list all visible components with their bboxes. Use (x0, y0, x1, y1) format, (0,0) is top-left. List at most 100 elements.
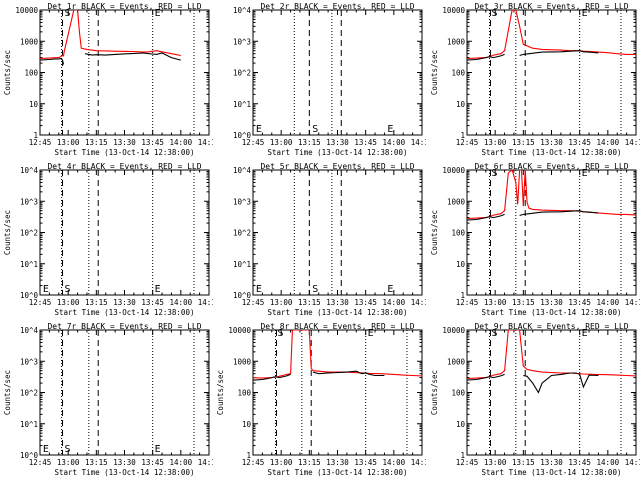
y-tick-label: 10^0 (233, 291, 252, 300)
x-tick-label: 13:45 (354, 458, 377, 467)
marker-s: S (64, 284, 70, 295)
series-events (40, 52, 181, 65)
x-axis-label: Start Time (13-Oct-14 12:38:00) (268, 468, 408, 477)
y-tick-label: 10^4 (233, 166, 252, 175)
x-axis-label: Start Time (13-Oct-14 12:38:00) (268, 148, 408, 157)
x-tick-label: 13:30 (540, 298, 563, 307)
x-tick-label: 14:15 (411, 458, 426, 467)
y-tick-label: 100 (24, 69, 38, 78)
chart-det2r: Det 2r BLACK = Events, RED = LLD 10^0 10^1… (233, 2, 426, 157)
x-axis-label: Start Time (13-Oct-14 12:38:00) (55, 468, 195, 477)
series-events (467, 210, 599, 221)
series-events (467, 50, 599, 61)
marker-e: E (256, 124, 262, 135)
y-tick-label: 10^4 (233, 6, 252, 15)
chart-title: Det 9r BLACK = Events, RED = LLD (474, 322, 628, 331)
chart-title: Det 2r BLACK = Events, RED = LLD (260, 2, 414, 11)
chart-title: Det 1r BLACK = Events, RED = LLD (47, 2, 201, 11)
y-tick-label: 10^0 (233, 131, 252, 140)
plot-frame (466, 169, 637, 296)
marker-s: S (491, 328, 497, 339)
marker-e: E (155, 444, 161, 455)
x-tick-label: 13:15 (85, 138, 108, 147)
y-tick-label: 10^2 (233, 69, 251, 78)
plot-frame (466, 9, 637, 136)
panel-det9r: Det 9r BLACK = Events, RED = LLD 1 10 100 10… (427, 320, 640, 480)
x-tick-label: 14:15 (198, 458, 213, 467)
x-tick-label: 13:45 (141, 138, 164, 147)
x-tick-label: 14:00 (383, 458, 406, 467)
plot-frame (39, 329, 210, 456)
x-tick-label: 13:45 (141, 298, 164, 307)
y-tick-label: 10^1 (233, 260, 251, 269)
marker-e: E (387, 284, 393, 295)
x-tick-label: 13:15 (512, 138, 535, 147)
y-tick-label: 10^2 (233, 229, 251, 238)
chart-title: Det 3r BLACK = Events, RED = LLD (474, 2, 628, 11)
series-events (253, 370, 385, 381)
y-axis-label: Counts/sec (3, 50, 12, 95)
x-tick-label: 13:30 (326, 298, 349, 307)
y-tick-label: 1000 (447, 197, 466, 206)
y-tick-label: 100 (451, 389, 465, 398)
y-axis-label: Counts/sec (216, 370, 225, 415)
x-tick-label: 14:15 (625, 458, 640, 467)
x-tick-label: 13:30 (540, 458, 563, 467)
series-lld (467, 330, 636, 380)
panel-det8r: Det 8r BLACK = Events, RED = LLD 1 10 100 10… (213, 320, 426, 480)
marker-e: E (43, 444, 49, 455)
x-tick-label: 14:00 (597, 458, 620, 467)
x-tick-label: 12:45 (29, 298, 52, 307)
x-tick-label: 13:00 (270, 138, 293, 147)
chart-det8r: Det 8r BLACK = Events, RED = LLD 1 10 100 10… (216, 322, 426, 477)
x-tick-label: 14:00 (597, 298, 620, 307)
y-tick-label: 1 (460, 451, 465, 460)
x-axis-label: Start Time (13-Oct-14 12:38:00) (482, 148, 622, 157)
marker-s: S (312, 284, 318, 295)
x-tick-label: 12:45 (456, 138, 479, 147)
x-axis-label: Start Time (13-Oct-14 12:38:00) (268, 308, 408, 317)
x-axis-label: Start Time (13-Oct-14 12:38:00) (55, 148, 195, 157)
series-lld (253, 330, 422, 379)
y-axis-label: Counts/sec (430, 210, 439, 255)
y-tick-label: 10 (456, 260, 466, 269)
x-tick-label: 13:30 (540, 138, 563, 147)
y-tick-label: 100 (451, 229, 465, 238)
marker-e: E (387, 124, 393, 135)
marker-e: E (155, 8, 161, 19)
y-tick-label: 10^3 (20, 197, 38, 206)
plot-frame (39, 9, 210, 136)
x-axis-label: Start Time (13-Oct-14 12:38:00) (482, 308, 622, 317)
marker-e: E (256, 284, 262, 295)
chart-det1r: Det 1r BLACK = Events, RED = LLD 1 10 100 10… (3, 2, 213, 157)
plot-frame (252, 169, 423, 296)
y-tick-label: 100 (237, 389, 251, 398)
y-tick-label: 1000 (447, 37, 466, 46)
y-tick-label: 10000 (442, 326, 465, 335)
x-tick-label: 13:45 (568, 298, 591, 307)
y-tick-label: 1 (33, 131, 38, 140)
chart-det7r: Det 7r BLACK = Events, RED = LLD 10^0 10^1… (3, 322, 213, 477)
y-tick-label: 1000 (20, 37, 39, 46)
x-tick-label: 13:00 (270, 458, 293, 467)
y-tick-label: 10^0 (20, 451, 39, 460)
x-axis-label: Start Time (13-Oct-14 12:38:00) (55, 308, 195, 317)
y-tick-label: 10000 (442, 166, 465, 175)
y-tick-label: 10 (242, 420, 252, 429)
x-tick-label: 13:30 (326, 138, 349, 147)
x-tick-label: 13:00 (270, 298, 293, 307)
x-tick-label: 13:00 (57, 298, 80, 307)
chart-det5r: Det 5r BLACK = Events, RED = LLD 10^0 10^1… (233, 162, 426, 317)
y-tick-label: 1 (460, 291, 465, 300)
y-tick-label: 10 (456, 100, 466, 109)
marker-s: S (491, 8, 497, 19)
plot-frame (252, 9, 423, 136)
panel-det3r: Det 3r BLACK = Events, RED = LLD 1 10 100 10… (427, 0, 640, 160)
plot-frame (252, 329, 423, 456)
x-tick-label: 12:45 (242, 298, 265, 307)
x-tick-label: 13:00 (484, 458, 507, 467)
y-tick-label: 10^1 (20, 260, 38, 269)
marker-e: E (582, 168, 588, 179)
y-tick-label: 1 (460, 131, 465, 140)
x-tick-label: 14:00 (170, 298, 193, 307)
